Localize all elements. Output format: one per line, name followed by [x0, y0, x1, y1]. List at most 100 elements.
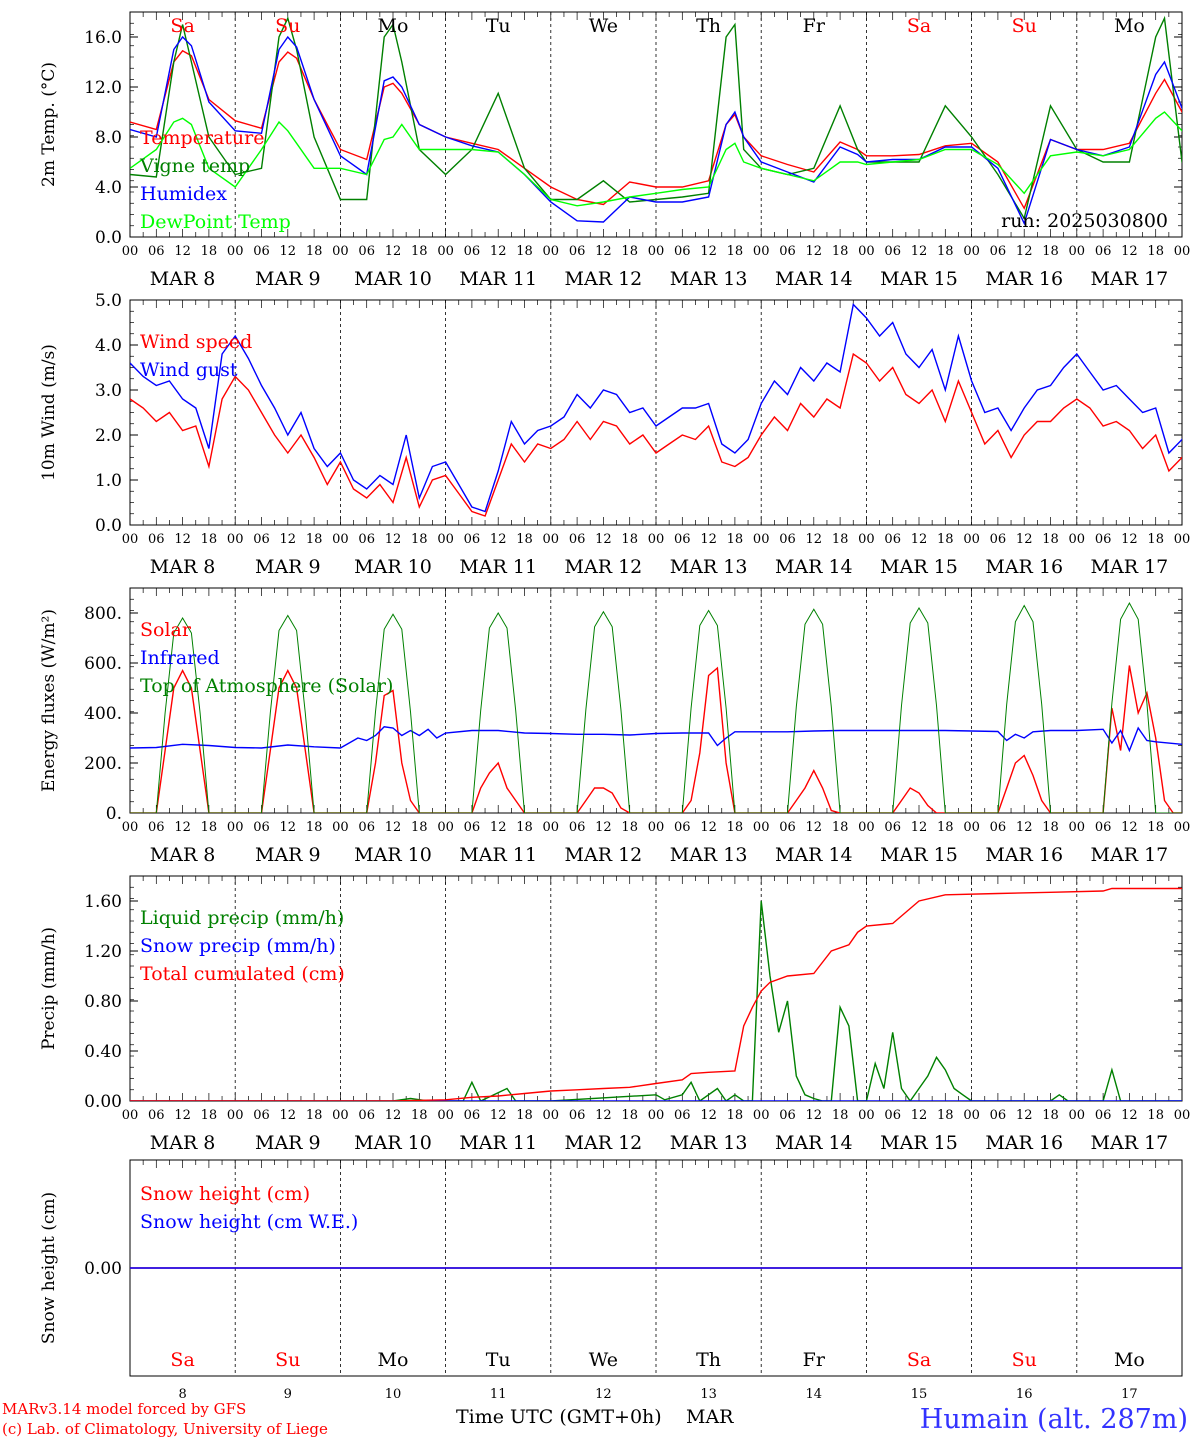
hour-tick-label: 12: [806, 820, 823, 835]
legend-entry: Wind speed: [140, 331, 252, 353]
date-label: MAR 14: [775, 844, 853, 866]
hour-tick-label: 18: [306, 1108, 323, 1123]
hour-tick-label: 12: [280, 532, 297, 547]
month-label: MAR: [686, 1406, 734, 1428]
hour-tick-label: 06: [990, 532, 1007, 547]
day-number-label: 11: [490, 1387, 507, 1402]
date-label: MAR 8: [150, 1132, 216, 1154]
legend-entry: Infrared: [140, 647, 220, 669]
hour-tick-label: 00: [332, 820, 349, 835]
hour-tick-label: 18: [1147, 820, 1164, 835]
series-line-precip-2: [130, 887, 1182, 1101]
legend-entry: Wind gust: [140, 359, 238, 381]
hour-tick-label: 18: [1147, 244, 1164, 259]
day-number-label: 14: [806, 1387, 823, 1402]
hour-tick-label: 12: [490, 244, 507, 259]
hour-tick-label: 12: [700, 1108, 717, 1123]
hour-tick-label: 18: [306, 820, 323, 835]
hour-tick-label: 12: [595, 244, 612, 259]
y-tick-label: 0.80: [84, 992, 122, 1012]
hour-tick-label: 06: [990, 820, 1007, 835]
hour-tick-label: 06: [358, 244, 375, 259]
hour-tick-label: 12: [174, 1108, 191, 1123]
hour-tick-label: 06: [779, 1108, 796, 1123]
hour-tick-label: 06: [464, 1108, 481, 1123]
hour-tick-label: 06: [990, 244, 1007, 259]
hour-tick-label: 00: [122, 820, 139, 835]
legend-entry: Vigne temp: [139, 155, 250, 177]
hour-tick-label: 00: [543, 820, 560, 835]
hour-tick-label: 00: [648, 244, 665, 259]
series-line-temp-2: [130, 35, 1182, 226]
hour-tick-label: 18: [621, 1108, 638, 1123]
hour-tick-label: 12: [911, 244, 928, 259]
day-number-label: 12: [595, 1387, 612, 1402]
hour-tick-label: 00: [437, 820, 454, 835]
date-label: MAR 9: [255, 1132, 321, 1154]
hour-tick-label: 12: [911, 820, 928, 835]
hour-tick-label: 06: [779, 820, 796, 835]
weekday-label: Sa: [907, 1349, 931, 1371]
hour-tick-label: 18: [621, 820, 638, 835]
hour-tick-label: 06: [884, 820, 901, 835]
weekday-label: Th: [696, 1349, 721, 1371]
hour-tick-label: 18: [201, 820, 218, 835]
weekday-label: Su: [275, 15, 300, 37]
date-label: MAR 17: [1091, 844, 1169, 866]
weekday-label: Sa: [907, 15, 931, 37]
hour-tick-label: 00: [963, 1108, 980, 1123]
x-axis-label: Time UTC (GMT+0h): [456, 1406, 662, 1428]
date-label: MAR 12: [565, 556, 643, 578]
weekday-label: Su: [1012, 1349, 1037, 1371]
hour-tick-label: 06: [253, 532, 270, 547]
hour-tick-label: 00: [543, 532, 560, 547]
y-tick-label: 5.0: [95, 291, 122, 311]
hour-tick-label: 06: [569, 244, 586, 259]
series-line-energy-0: [130, 665, 1182, 813]
hour-tick-label: 00: [1069, 244, 1086, 259]
panel-snow: 0.00 Snow height (cm) Snow height (cm) Snow…: [39, 1159, 1183, 1402]
day-number-label: 13: [700, 1387, 717, 1402]
hour-tick-label: 12: [595, 820, 612, 835]
hour-tick-label: 00: [648, 820, 665, 835]
hour-tick-label: 00: [1069, 1108, 1086, 1123]
hour-tick-label: 18: [621, 244, 638, 259]
hour-tick-label: 12: [490, 1108, 507, 1123]
hour-tick-label: 06: [674, 820, 691, 835]
y-axis-label: 10m Wind (m/s): [39, 344, 59, 481]
hour-tick-label: 12: [700, 820, 717, 835]
date-label: MAR 14: [775, 556, 853, 578]
hour-tick-label: 12: [1016, 820, 1033, 835]
date-label: MAR 14: [775, 268, 853, 290]
hour-tick-label: 06: [464, 244, 481, 259]
series-line-temp-3: [130, 111, 1182, 207]
hour-tick-label: 18: [516, 820, 533, 835]
y-tick-label: 4.0: [95, 336, 122, 356]
day-number-label: 16: [1016, 1387, 1033, 1402]
y-tick-label: 200.: [84, 754, 122, 774]
location-title: Humain (alt. 287m): [920, 1404, 1188, 1435]
hour-tick-label: 12: [806, 1108, 823, 1123]
hour-tick-label: 00: [858, 532, 875, 547]
legend-entry: Snow precip (mm/h): [140, 935, 336, 957]
hour-tick-label: 18: [411, 820, 428, 835]
hour-tick-label: 18: [1147, 532, 1164, 547]
hour-tick-label: 18: [937, 1108, 954, 1123]
hour-tick-label: 00: [1174, 532, 1191, 547]
hour-tick-label: 18: [832, 820, 849, 835]
hour-tick-label: 00: [437, 1108, 454, 1123]
hour-tick-label: 18: [306, 532, 323, 547]
date-label: MAR 13: [670, 268, 748, 290]
y-tick-label: 400.: [84, 704, 122, 724]
hour-tick-label: 00: [1174, 244, 1191, 259]
weekday-label: Tu: [486, 1349, 511, 1371]
legend-entry: Humidex: [140, 183, 227, 205]
hour-tick-label: 12: [280, 820, 297, 835]
hour-tick-label: 18: [201, 532, 218, 547]
hour-tick-label: 18: [201, 244, 218, 259]
date-label: MAR 13: [670, 556, 748, 578]
hour-tick-label: 00: [122, 244, 139, 259]
hour-tick-label: 00: [858, 1108, 875, 1123]
hour-tick-label: 12: [280, 244, 297, 259]
date-label: MAR 15: [880, 268, 958, 290]
